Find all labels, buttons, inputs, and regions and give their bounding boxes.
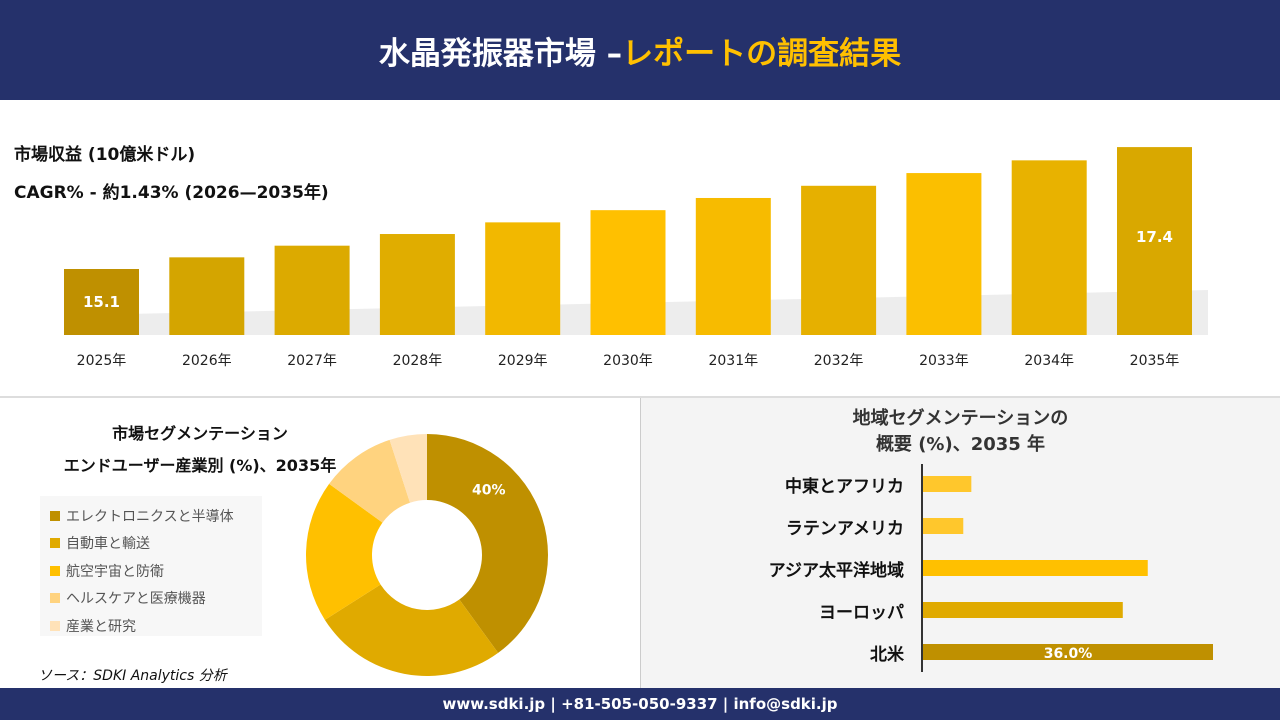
region-label: ヨーロッパ	[819, 603, 904, 623]
region-bar	[923, 644, 1213, 660]
x-tick-label: 2026年	[182, 353, 232, 369]
donut-slice	[329, 439, 411, 523]
slice-label: 40%	[472, 483, 506, 499]
region-bar	[923, 560, 1148, 576]
region-title-line1: 地域セグメンテーションの	[852, 408, 1069, 429]
legend-item: 自動車と輸送	[50, 530, 252, 558]
legend-swatch	[50, 510, 60, 521]
section-divider	[0, 396, 1280, 398]
x-tick-label: 2025年	[77, 353, 127, 369]
region-bar-chart: 36.0%	[921, 464, 1213, 672]
x-tick-label: 2031年	[708, 353, 758, 369]
bar-2035年	[1117, 147, 1192, 335]
end-user-segment-panel: 市場セグメンテーション エンドユーザー産業別 (%)、2035年 エレクトロニク…	[0, 398, 640, 688]
cagr-label: CAGR% - 約1.43% (2026—2035年)	[14, 183, 329, 203]
donut-slice	[389, 434, 427, 503]
region-label: アジア太平洋地域	[768, 561, 904, 581]
revenue-chart: 市場収益 (10億米ドル) CAGR% - 約1.43% (2026—2035年…	[0, 100, 1280, 396]
donut-chart: 40%	[306, 434, 548, 676]
legend-label: 自動車と輸送	[66, 536, 150, 553]
title-main: 水晶発振器市場 –	[378, 35, 623, 72]
vertical-divider	[640, 398, 641, 688]
data-label: 15.1	[83, 293, 120, 311]
legend-label: 航空宇宙と防衛	[66, 563, 164, 580]
pie-legend: エレクトロニクスと半導体 自動車と輸送 航空宇宙と防衛ヘルスケアと医療機器 産業と研究	[40, 496, 262, 636]
region-data-label: 36.0%	[1044, 646, 1093, 662]
region-bar	[923, 518, 964, 534]
header-banner: 水晶発振器市場 – レポートの調査結果	[0, 0, 1280, 100]
data-label: 17.4	[1136, 228, 1173, 246]
donut-slice	[427, 434, 548, 653]
legend-item: エレクトロニクスと半導体	[50, 502, 252, 530]
region-label: 中東とアフリカ	[785, 477, 904, 497]
legend-label: 産業と研究	[66, 618, 136, 635]
x-tick-label: 2032年	[814, 353, 864, 369]
bar-2029年	[485, 222, 561, 335]
bar-2034年	[1011, 160, 1087, 335]
x-tick-label: 2035年	[1130, 353, 1180, 369]
bar-2031年	[695, 197, 771, 335]
donut-slice	[306, 483, 383, 620]
bar-2030年	[590, 210, 666, 335]
revenue-bar-chart: 2025年 15.1 2026年 2027年 2028年 2029年 2030年 2031年 2…	[64, 147, 1208, 369]
bar-2026年	[169, 257, 245, 335]
pie-title: 市場セグメンテーション	[112, 424, 288, 443]
region-title-line2: 概要 (%)、2035 年	[875, 434, 1046, 455]
region-label: 北米	[870, 645, 904, 665]
x-tick-label: 2033年	[919, 353, 969, 369]
donut-slice	[324, 584, 499, 676]
region-bar	[923, 476, 972, 492]
bar-2027年	[274, 245, 350, 335]
legend-swatch	[50, 620, 60, 631]
legend-swatch	[50, 593, 60, 604]
x-tick-label: 2034年	[1024, 353, 1074, 369]
legend-label: エレクトロニクスと半導体	[66, 508, 234, 525]
legend-label: ヘルスケアと医療機器	[66, 591, 206, 608]
region-bar	[923, 602, 1123, 618]
legend-item: ヘルスケアと医療機器	[50, 585, 252, 613]
bar-2028年	[379, 234, 455, 335]
bar-2033年	[906, 173, 982, 335]
pie-subtitle: エンドユーザー産業別 (%)、2035年	[63, 456, 337, 475]
bar-2025年	[64, 269, 139, 335]
region-label: ラテンアメリカ	[785, 519, 904, 539]
legend-swatch	[50, 538, 60, 549]
source-note: ソース：SDKI Analytics 分析	[38, 668, 227, 684]
bar-2032年	[801, 185, 877, 335]
x-tick-label: 2028年	[393, 353, 443, 369]
revenue-label: 市場収益 (10億米ドル)	[14, 145, 196, 165]
title-accent: レポートの調査結果	[622, 35, 902, 72]
x-tick-label: 2029年	[498, 353, 548, 369]
footer-contact: www.sdki.jp | +81-505-050-9337 | info@sd…	[0, 688, 1280, 720]
legend-item: 航空宇宙と防衛	[50, 557, 252, 585]
x-tick-label: 2030年	[603, 353, 653, 369]
legend-swatch	[50, 565, 60, 576]
legend-item: 産業と研究	[50, 612, 252, 640]
x-tick-label: 2027年	[287, 353, 337, 369]
region-segment-panel: 地域セグメンテーションの 概要 (%)、2035 年 36.0% 中東とアフリカ…	[641, 398, 1280, 688]
